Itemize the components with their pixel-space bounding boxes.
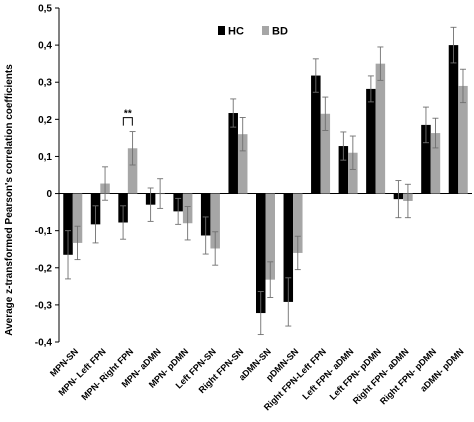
y-tick-label: -0,1 xyxy=(35,226,53,237)
bar-bd xyxy=(375,63,386,194)
annotations: ** xyxy=(122,109,133,126)
bar-bd xyxy=(320,113,331,194)
bar-bd xyxy=(72,193,83,243)
bar-hc xyxy=(311,75,321,194)
bar-hc xyxy=(200,193,211,236)
y-tick-label: 0 xyxy=(46,189,52,200)
legend-label-bd: BD xyxy=(272,26,288,38)
y-tick-label: 0,3 xyxy=(38,78,52,89)
legend-label-hc: HC xyxy=(228,26,244,38)
y-tick-label: 0,2 xyxy=(38,115,52,126)
y-tick-label: -0,4 xyxy=(35,338,53,349)
bar-hc xyxy=(338,146,349,194)
bar-bd xyxy=(348,152,358,194)
legend-swatch-hc xyxy=(218,26,225,35)
y-axis-label: Average z-transformed Pearson's correlat… xyxy=(4,64,15,336)
bar-bd xyxy=(430,133,441,194)
y-tick-label: -0,2 xyxy=(35,263,53,274)
legend: HC BD xyxy=(218,26,288,38)
significance-bracket xyxy=(122,117,133,126)
bar-bd xyxy=(210,193,220,249)
y-tick-label: 0,5 xyxy=(38,4,52,15)
legend-swatch-bd xyxy=(262,26,269,35)
bar-bd xyxy=(265,193,275,280)
y-tick-label: 0,1 xyxy=(38,152,52,163)
bar-hc xyxy=(366,88,376,194)
bar-bd xyxy=(458,85,468,194)
bar-bd xyxy=(237,134,248,194)
bar-hc xyxy=(256,193,266,314)
bar-bd xyxy=(127,148,138,194)
bar-hc xyxy=(228,113,238,194)
significance-marker: ** xyxy=(124,109,132,120)
axes: -0,4 -0,3 -0,2 -0,1 0 0,1 0,2 0,3 0,4 0,5 xyxy=(35,4,472,349)
error-bars xyxy=(65,26,466,336)
y-axis-title: Average z-transformed Pearson's correlat… xyxy=(4,64,15,336)
y-tick-label: -0,3 xyxy=(35,300,53,311)
y-tick-label: 0,4 xyxy=(38,41,52,52)
bars xyxy=(63,45,468,314)
bar-hc xyxy=(63,193,73,255)
bar-hc xyxy=(421,124,431,194)
bar-hc xyxy=(283,193,294,302)
bar-bd xyxy=(293,193,303,253)
bar-hc xyxy=(448,45,459,194)
